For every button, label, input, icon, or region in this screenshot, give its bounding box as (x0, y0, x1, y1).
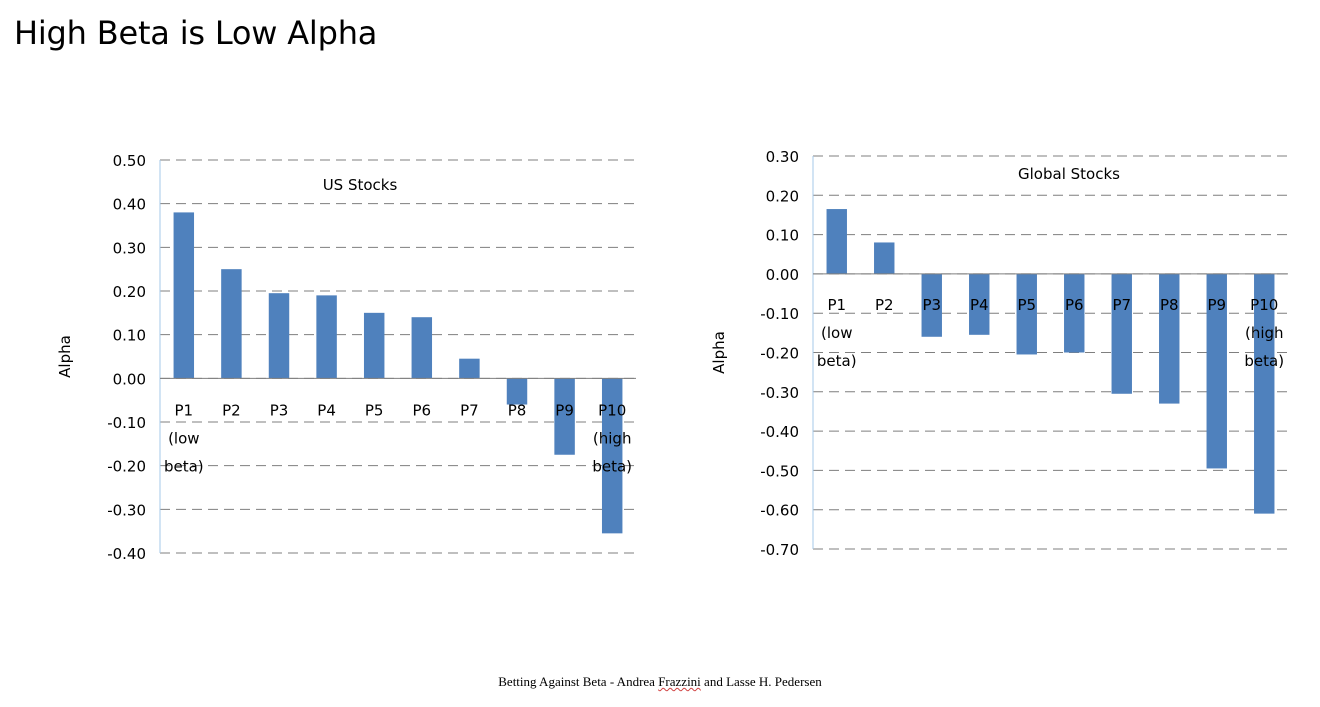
y-tick-label: 0.40 (113, 196, 146, 214)
bar (1159, 273, 1180, 404)
chart-title: US Stocks (323, 176, 398, 194)
bar (601, 378, 623, 534)
y-tick-label: 0.10 (766, 227, 799, 245)
y-tick-label: -0.20 (107, 458, 146, 476)
y-tick-label: -0.40 (760, 423, 799, 441)
category-label: P10 (1250, 296, 1278, 314)
global-stocks-chart: 0.30 0.20 0.10 0.00 -0.10 -0.20 -0.30 -0.40 -0.5… (710, 148, 1288, 559)
y-tick-label: 0.20 (113, 283, 146, 301)
category-label: beta) (164, 457, 204, 475)
bar (826, 209, 847, 274)
y-tick-label: 0.00 (766, 266, 799, 284)
citation-author-underlined: Frazzini (658, 674, 701, 689)
category-label: P6 (413, 401, 432, 419)
category-label: (low (168, 429, 199, 447)
bar (268, 293, 290, 379)
category-label: P2 (875, 296, 894, 314)
category-label: P6 (1065, 296, 1084, 314)
category-label: P2 (222, 401, 241, 419)
y-tick-label: -0.30 (760, 384, 799, 402)
y-tick-label: -0.30 (107, 501, 146, 519)
category-label: P3 (922, 296, 941, 314)
bar (411, 317, 433, 379)
citation-prefix: Betting Against Beta - Andrea (498, 674, 659, 689)
bar (221, 269, 242, 379)
bar (874, 242, 895, 274)
category-label: P3 (270, 401, 289, 419)
us-stocks-chart: 0.50 0.40 0.30 0.20 0.10 0.00 -0.10 -0.20 -0.30 -… (56, 152, 636, 563)
y-tick-label: -0.40 (107, 545, 146, 563)
y-tick-label: 0.50 (113, 152, 146, 170)
category-label: beta) (817, 352, 857, 370)
category-label: P5 (365, 401, 384, 419)
category-label: P4 (970, 296, 989, 314)
y-tick-label: 0.20 (766, 187, 799, 205)
category-label: (high (1245, 324, 1284, 342)
bar (1254, 273, 1275, 514)
y-tick-label: -0.10 (760, 305, 799, 323)
category-label: beta) (1244, 352, 1284, 370)
bar (1206, 273, 1227, 469)
category-label: P10 (598, 401, 626, 419)
slide-title: High Beta is Low Alpha (14, 14, 378, 52)
category-label: P7 (1112, 296, 1131, 314)
chart-title: Global Stocks (1018, 165, 1120, 183)
y-axis-title: Alpha (710, 331, 728, 374)
y-tick-label: 0.10 (113, 327, 146, 345)
y-tick-label: -0.70 (760, 541, 799, 559)
bar (1064, 273, 1085, 353)
bar (316, 295, 337, 379)
category-label: P8 (1160, 296, 1179, 314)
category-label: P5 (1017, 296, 1036, 314)
bar (969, 273, 990, 335)
category-label: P9 (1207, 296, 1226, 314)
category-label: P7 (460, 401, 479, 419)
y-tick-label: -0.20 (760, 345, 799, 363)
citation-suffix: and Lasse H. Pedersen (700, 674, 822, 689)
category-label: beta) (592, 457, 632, 475)
category-label: P9 (555, 401, 574, 419)
source-citation: Betting Against Beta - Andrea Frazzini a… (0, 674, 1320, 690)
y-tick-label: -0.60 (760, 502, 799, 520)
bar (459, 358, 480, 379)
y-tick-label: 0.30 (766, 148, 799, 166)
y-tick-label: 0.30 (113, 239, 146, 257)
category-label: P1 (827, 296, 846, 314)
bar (173, 212, 195, 379)
bar (554, 378, 575, 455)
category-label: P1 (175, 401, 194, 419)
category-label: P8 (508, 401, 527, 419)
y-tick-label: 0.00 (113, 370, 146, 388)
category-label: (low (821, 324, 852, 342)
bar (1111, 273, 1132, 394)
category-label: (high (593, 429, 632, 447)
y-axis-title: Alpha (56, 335, 74, 378)
category-label: P4 (317, 401, 336, 419)
bar (363, 312, 385, 379)
y-tick-label: -0.50 (760, 462, 799, 480)
bar (506, 378, 528, 405)
y-tick-label: -0.10 (107, 414, 146, 432)
bar (1016, 273, 1037, 355)
bar (921, 273, 942, 337)
